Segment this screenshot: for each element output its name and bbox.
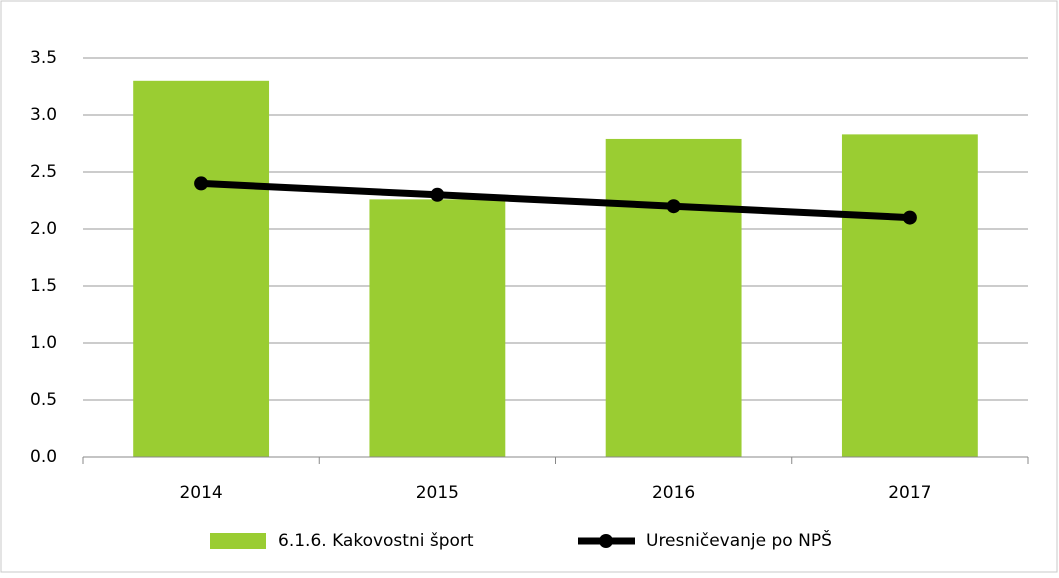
bar (605, 138, 742, 457)
legend-label: 6.1.6. Kakovostni šport (278, 531, 474, 551)
y-tick-label: 2.5 (30, 162, 57, 182)
x-tick-label: 2016 (652, 483, 695, 503)
y-tick-label: 0.5 (30, 390, 57, 410)
line-marker (902, 210, 917, 225)
line (200, 179, 911, 222)
line-marker (666, 199, 681, 214)
bar (133, 80, 270, 458)
line-marker (430, 187, 445, 202)
y-tick-label: 1.5 (30, 276, 57, 296)
y-tick-label: 0.0 (30, 447, 57, 467)
bar (369, 199, 506, 458)
legend-swatch (210, 533, 266, 549)
y-tick-label: 3.0 (30, 105, 57, 125)
line-marker (194, 176, 209, 191)
x-tick-label: 2014 (179, 483, 222, 503)
legend-marker (599, 534, 613, 548)
y-tick-label: 1.0 (30, 333, 57, 353)
y-tick-label: 2.0 (30, 219, 57, 239)
y-tick-label: 3.5 (30, 48, 57, 68)
bar (841, 134, 978, 457)
legend-label: Uresničevanje po NPŠ (646, 529, 832, 551)
x-tick-label: 2015 (416, 483, 459, 503)
x-tick-label: 2017 (888, 483, 931, 503)
